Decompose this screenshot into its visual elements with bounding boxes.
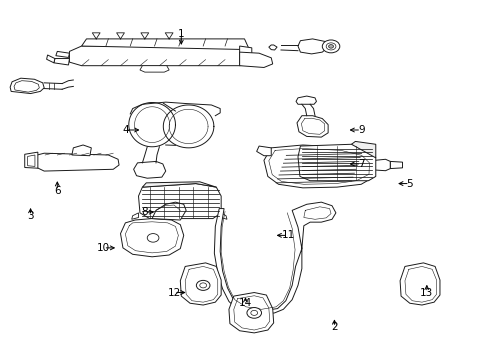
Polygon shape: [268, 45, 277, 50]
Text: 11: 11: [281, 230, 294, 240]
Polygon shape: [351, 141, 375, 158]
Polygon shape: [14, 81, 39, 92]
Polygon shape: [54, 59, 69, 65]
Circle shape: [328, 45, 333, 48]
Circle shape: [325, 43, 335, 50]
Polygon shape: [138, 184, 221, 219]
Polygon shape: [264, 145, 374, 188]
Text: 7: 7: [357, 159, 364, 169]
Polygon shape: [214, 202, 335, 315]
Circle shape: [196, 280, 209, 291]
Text: 2: 2: [330, 322, 337, 332]
Text: 12: 12: [167, 288, 180, 297]
Polygon shape: [221, 213, 226, 219]
Text: 1: 1: [178, 28, 184, 39]
Polygon shape: [30, 153, 119, 171]
Polygon shape: [228, 293, 273, 333]
Polygon shape: [239, 52, 272, 67]
Text: 5: 5: [406, 179, 412, 189]
Text: 3: 3: [27, 211, 34, 221]
Polygon shape: [28, 155, 35, 166]
Circle shape: [322, 40, 339, 53]
Circle shape: [246, 307, 261, 318]
Polygon shape: [56, 51, 69, 58]
Polygon shape: [10, 78, 44, 94]
Circle shape: [147, 234, 159, 242]
Polygon shape: [256, 146, 271, 156]
Polygon shape: [69, 46, 249, 66]
Text: 14: 14: [238, 298, 252, 308]
Polygon shape: [297, 39, 327, 54]
Polygon shape: [142, 182, 216, 187]
Polygon shape: [46, 55, 55, 63]
Text: 4: 4: [122, 125, 128, 135]
Polygon shape: [239, 46, 251, 66]
Polygon shape: [399, 263, 439, 305]
Text: 10: 10: [97, 243, 110, 253]
Text: 13: 13: [419, 288, 432, 297]
Polygon shape: [296, 116, 327, 137]
Polygon shape: [295, 96, 316, 104]
Polygon shape: [25, 152, 38, 168]
Polygon shape: [120, 219, 183, 257]
Polygon shape: [180, 263, 221, 305]
Text: 8: 8: [141, 207, 148, 217]
Text: 6: 6: [54, 186, 61, 196]
Polygon shape: [297, 144, 375, 181]
Polygon shape: [140, 66, 169, 72]
Polygon shape: [72, 145, 91, 156]
Polygon shape: [152, 202, 186, 220]
Polygon shape: [133, 161, 165, 178]
Polygon shape: [131, 213, 138, 219]
Polygon shape: [374, 159, 389, 171]
Circle shape: [200, 283, 206, 288]
Text: 9: 9: [357, 125, 364, 135]
Polygon shape: [389, 161, 402, 168]
Circle shape: [250, 310, 257, 315]
Polygon shape: [81, 39, 249, 50]
